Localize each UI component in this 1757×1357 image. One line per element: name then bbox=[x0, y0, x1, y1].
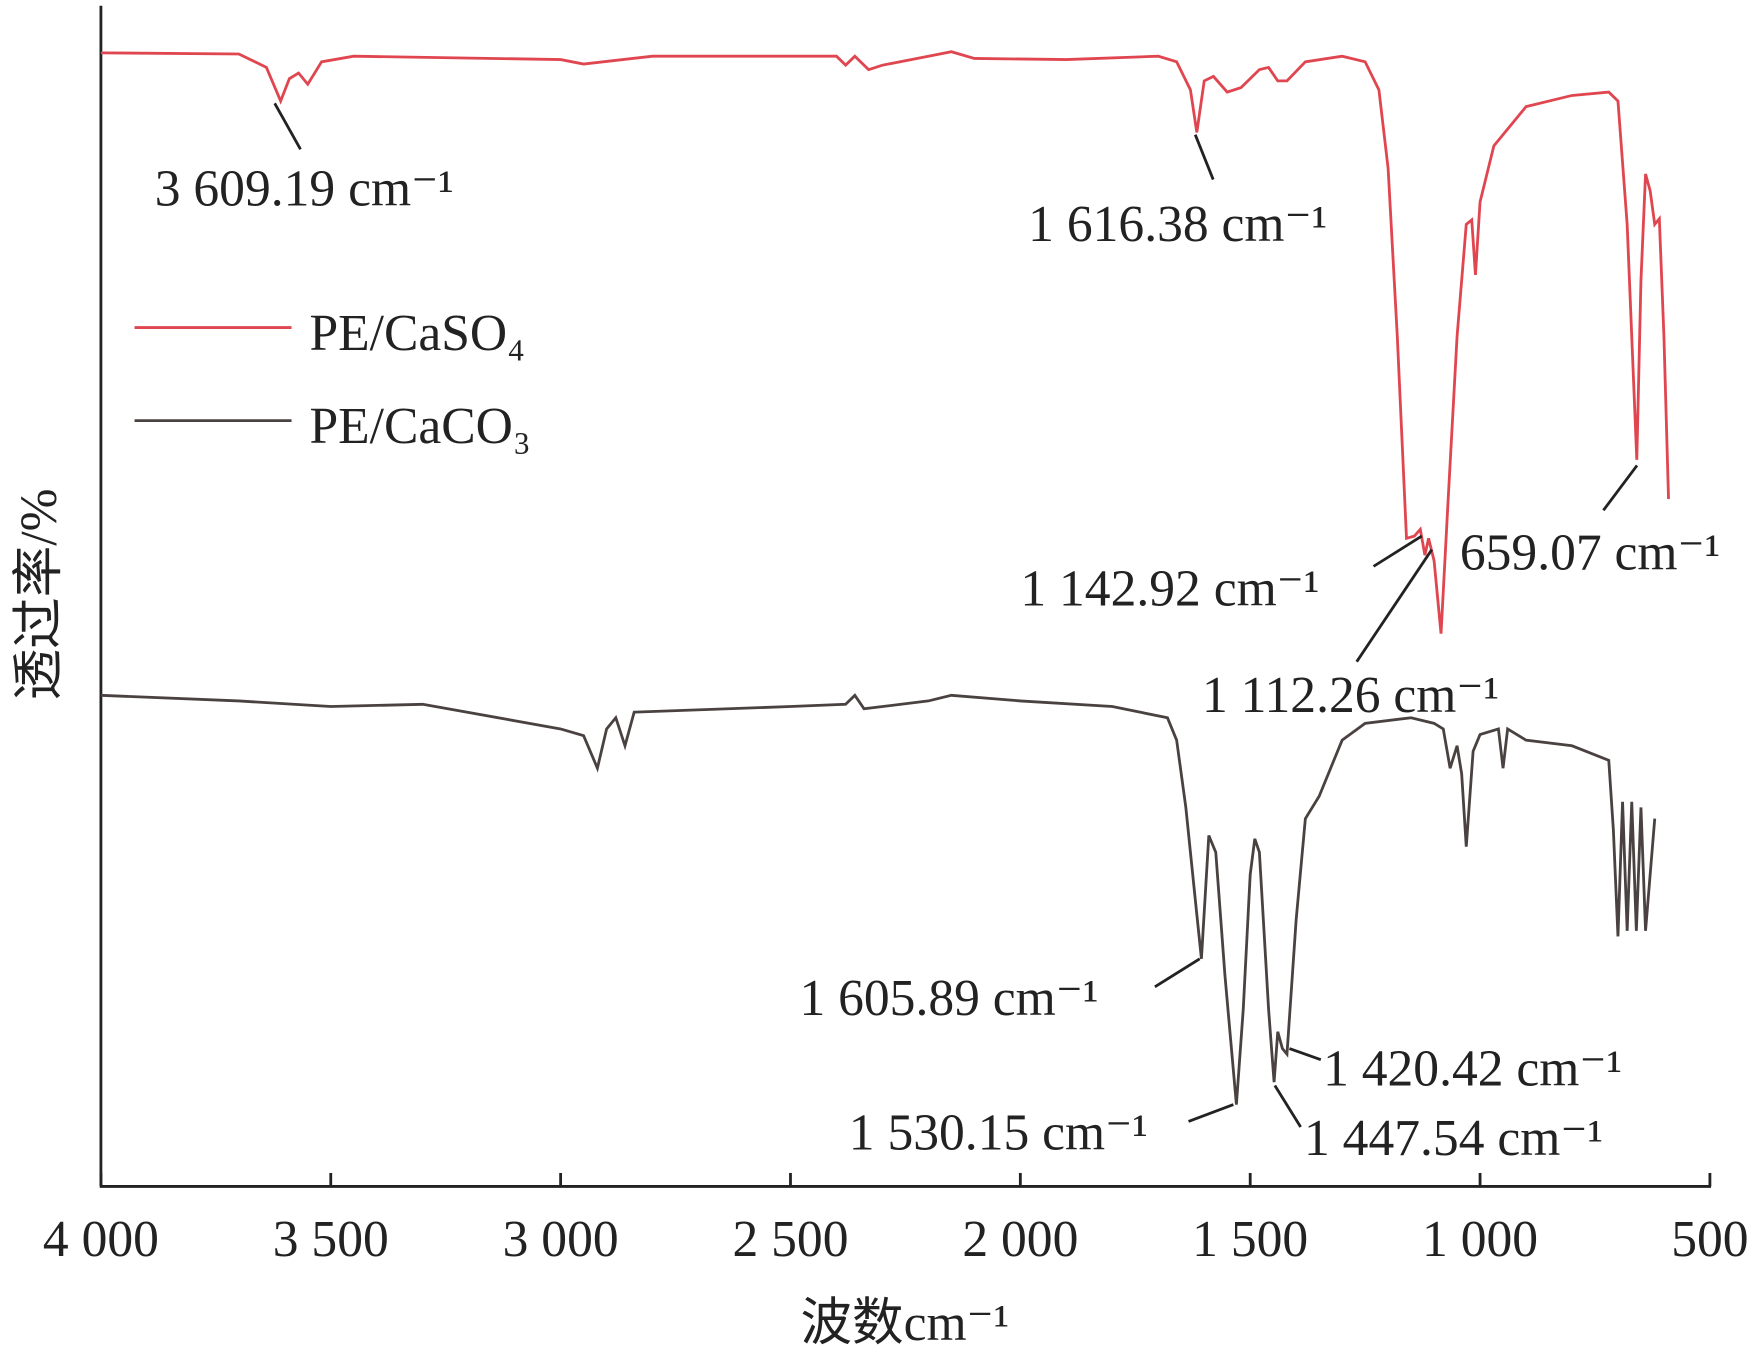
x-tick-label: 1 000 bbox=[1422, 1211, 1538, 1268]
annotation-label: 659.07 cm⁻¹ bbox=[1460, 525, 1720, 582]
legend-label: PE/CaSO₄ bbox=[309, 305, 525, 362]
annotation-label: 3 609.19 cm⁻¹ bbox=[155, 160, 454, 217]
x-tick-label: 500 bbox=[1671, 1211, 1748, 1268]
annotation-leader bbox=[1193, 134, 1215, 181]
annotation-label: 1 530.15 cm⁻¹ bbox=[849, 1104, 1148, 1161]
annotation-label: 1 605.89 cm⁻¹ bbox=[799, 970, 1098, 1027]
spectrum-line bbox=[100, 693, 1657, 1105]
x-axis-label: 波数cm⁻¹ bbox=[800, 1295, 1009, 1352]
x-tick-label: 2 500 bbox=[732, 1211, 848, 1268]
annotation-leader bbox=[1355, 548, 1434, 663]
annotation-leader bbox=[1273, 1084, 1302, 1128]
legend-label: PE/CaCO₃ bbox=[309, 398, 530, 455]
annotation-label: 1 616.38 cm⁻¹ bbox=[1028, 196, 1327, 253]
annotation-leader bbox=[1288, 1047, 1322, 1062]
annotation-label: 1 142.92 cm⁻¹ bbox=[1020, 561, 1319, 618]
annotation-label: 1 112.26 cm⁻¹ bbox=[1202, 667, 1499, 724]
annotation-leader bbox=[1602, 464, 1639, 512]
x-tick-label: 4 000 bbox=[43, 1211, 159, 1268]
annotation-label: 1 447.54 cm⁻¹ bbox=[1304, 1110, 1603, 1167]
annotation-leader bbox=[1372, 534, 1423, 568]
y-axis-label: 透过率/% bbox=[11, 488, 68, 700]
x-tick-label: 2 000 bbox=[962, 1211, 1078, 1268]
x-tick-label: 1 500 bbox=[1192, 1211, 1308, 1268]
x-tick-label: 3 000 bbox=[503, 1211, 619, 1268]
annotation-leader bbox=[1154, 957, 1201, 989]
annotation-leader bbox=[273, 102, 302, 150]
spectrum-line bbox=[100, 50, 1670, 634]
annotation-label: 1 420.42 cm⁻¹ bbox=[1323, 1041, 1622, 1098]
annotation-leader bbox=[1188, 1103, 1234, 1123]
x-tick-label: 3 500 bbox=[273, 1211, 389, 1268]
